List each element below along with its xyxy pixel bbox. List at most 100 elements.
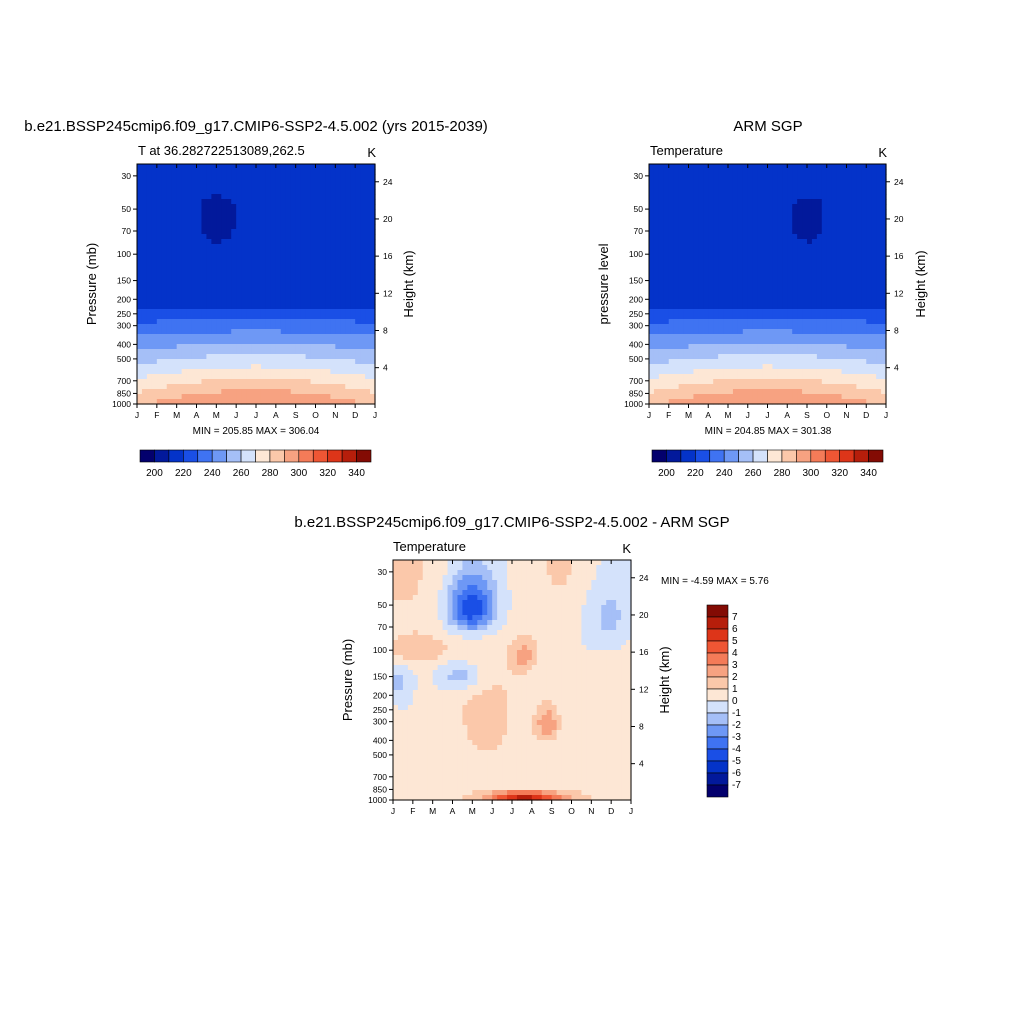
contour-cell — [241, 384, 247, 390]
contour-cell — [236, 229, 242, 235]
contour-cell — [206, 174, 212, 180]
contour-cell — [718, 379, 724, 385]
contour-cell — [285, 344, 292, 350]
contour-cell — [683, 199, 690, 205]
contour-cell — [856, 244, 862, 250]
contour-cell — [861, 284, 867, 290]
contour-cell — [747, 329, 754, 335]
contour-cell — [360, 279, 366, 285]
contour-cell — [360, 289, 366, 295]
contour-cell — [151, 189, 158, 195]
contour-cell — [151, 194, 158, 200]
contour-cell — [146, 339, 153, 345]
contour-cell — [683, 239, 690, 245]
contour-cell — [335, 279, 341, 285]
contour-cell — [851, 169, 857, 175]
contour-cell — [365, 199, 371, 205]
contour-cell — [176, 209, 183, 215]
contour-cell — [285, 174, 292, 180]
x-tick-label: J — [647, 410, 651, 420]
contour-cell — [757, 344, 764, 350]
contour-cell — [591, 560, 597, 566]
contour-cell — [663, 264, 670, 270]
contour-cell — [678, 319, 685, 325]
contour-cell — [241, 324, 247, 330]
contour-cell — [161, 399, 168, 405]
contour-cell — [782, 179, 788, 185]
y-tick-label: 400 — [629, 339, 643, 349]
contour-cell — [345, 234, 351, 240]
contour-cell — [703, 349, 709, 355]
contour-cell — [191, 264, 198, 270]
contour-cell — [325, 229, 331, 235]
contour-cell — [181, 334, 188, 340]
contour-cell — [831, 289, 838, 295]
contour-cell — [757, 189, 764, 195]
contour-cell — [305, 214, 312, 220]
contour-cell — [221, 189, 227, 195]
contour-cell — [141, 369, 148, 375]
contour-cell — [698, 259, 704, 265]
contour-cell — [270, 394, 277, 400]
contour-cell — [836, 219, 843, 225]
contour-cell — [221, 309, 227, 315]
contour-cell — [315, 304, 322, 310]
contour-cell — [703, 379, 709, 385]
contour-cell — [737, 399, 744, 405]
contour-cell — [693, 249, 699, 255]
contour-cell — [275, 319, 282, 325]
contour-cell — [330, 384, 336, 390]
contour-cell — [767, 289, 774, 295]
contour-cell — [260, 364, 267, 370]
contour-cell — [718, 369, 724, 375]
contour-cell — [176, 329, 183, 335]
contour-cell — [201, 309, 208, 315]
contour-cell — [723, 249, 729, 255]
contour-cell — [201, 254, 208, 260]
contour-cell — [683, 384, 690, 390]
contour-cell — [211, 164, 217, 170]
contour-cell — [216, 294, 222, 300]
contour-cell — [201, 279, 208, 285]
contour-cell — [196, 254, 203, 260]
contour-cell — [752, 394, 759, 400]
contour-cell — [737, 224, 744, 230]
contour-cell — [723, 384, 729, 390]
contour-cell — [231, 249, 237, 255]
contour-cell — [201, 284, 208, 290]
contour-cell — [556, 565, 563, 571]
contour-cell — [876, 259, 882, 265]
contour-cell — [285, 274, 292, 280]
contour-cell — [345, 284, 351, 290]
contour-cell — [649, 229, 655, 235]
contour-cell — [467, 570, 473, 576]
contour-cell — [171, 269, 178, 275]
contour-cell — [757, 389, 764, 395]
contour-cell — [881, 309, 887, 315]
contour-cell — [698, 244, 704, 250]
contour-cell — [335, 284, 341, 290]
contour-cell — [737, 219, 744, 225]
contour-cell — [226, 364, 232, 370]
contour-cell — [176, 359, 183, 365]
contour-cell — [732, 224, 739, 230]
contour-cell — [703, 339, 709, 345]
contour-cell — [325, 364, 331, 370]
contour-cell — [777, 294, 783, 300]
contour-cell — [330, 374, 336, 380]
contour-cell — [226, 304, 232, 310]
contour-cell — [673, 399, 680, 405]
contour-cell — [787, 244, 793, 250]
contour-cell — [330, 219, 336, 225]
contour-cell — [871, 389, 877, 395]
contour-cell — [146, 179, 153, 185]
contour-cell — [846, 174, 853, 180]
contour-cell — [265, 384, 272, 390]
contour-cell — [782, 199, 788, 205]
contour-cell — [732, 279, 739, 285]
contour-cell — [742, 189, 749, 195]
contour-cell — [807, 259, 813, 265]
contour-cell — [305, 224, 312, 230]
contour-cell — [649, 344, 655, 350]
